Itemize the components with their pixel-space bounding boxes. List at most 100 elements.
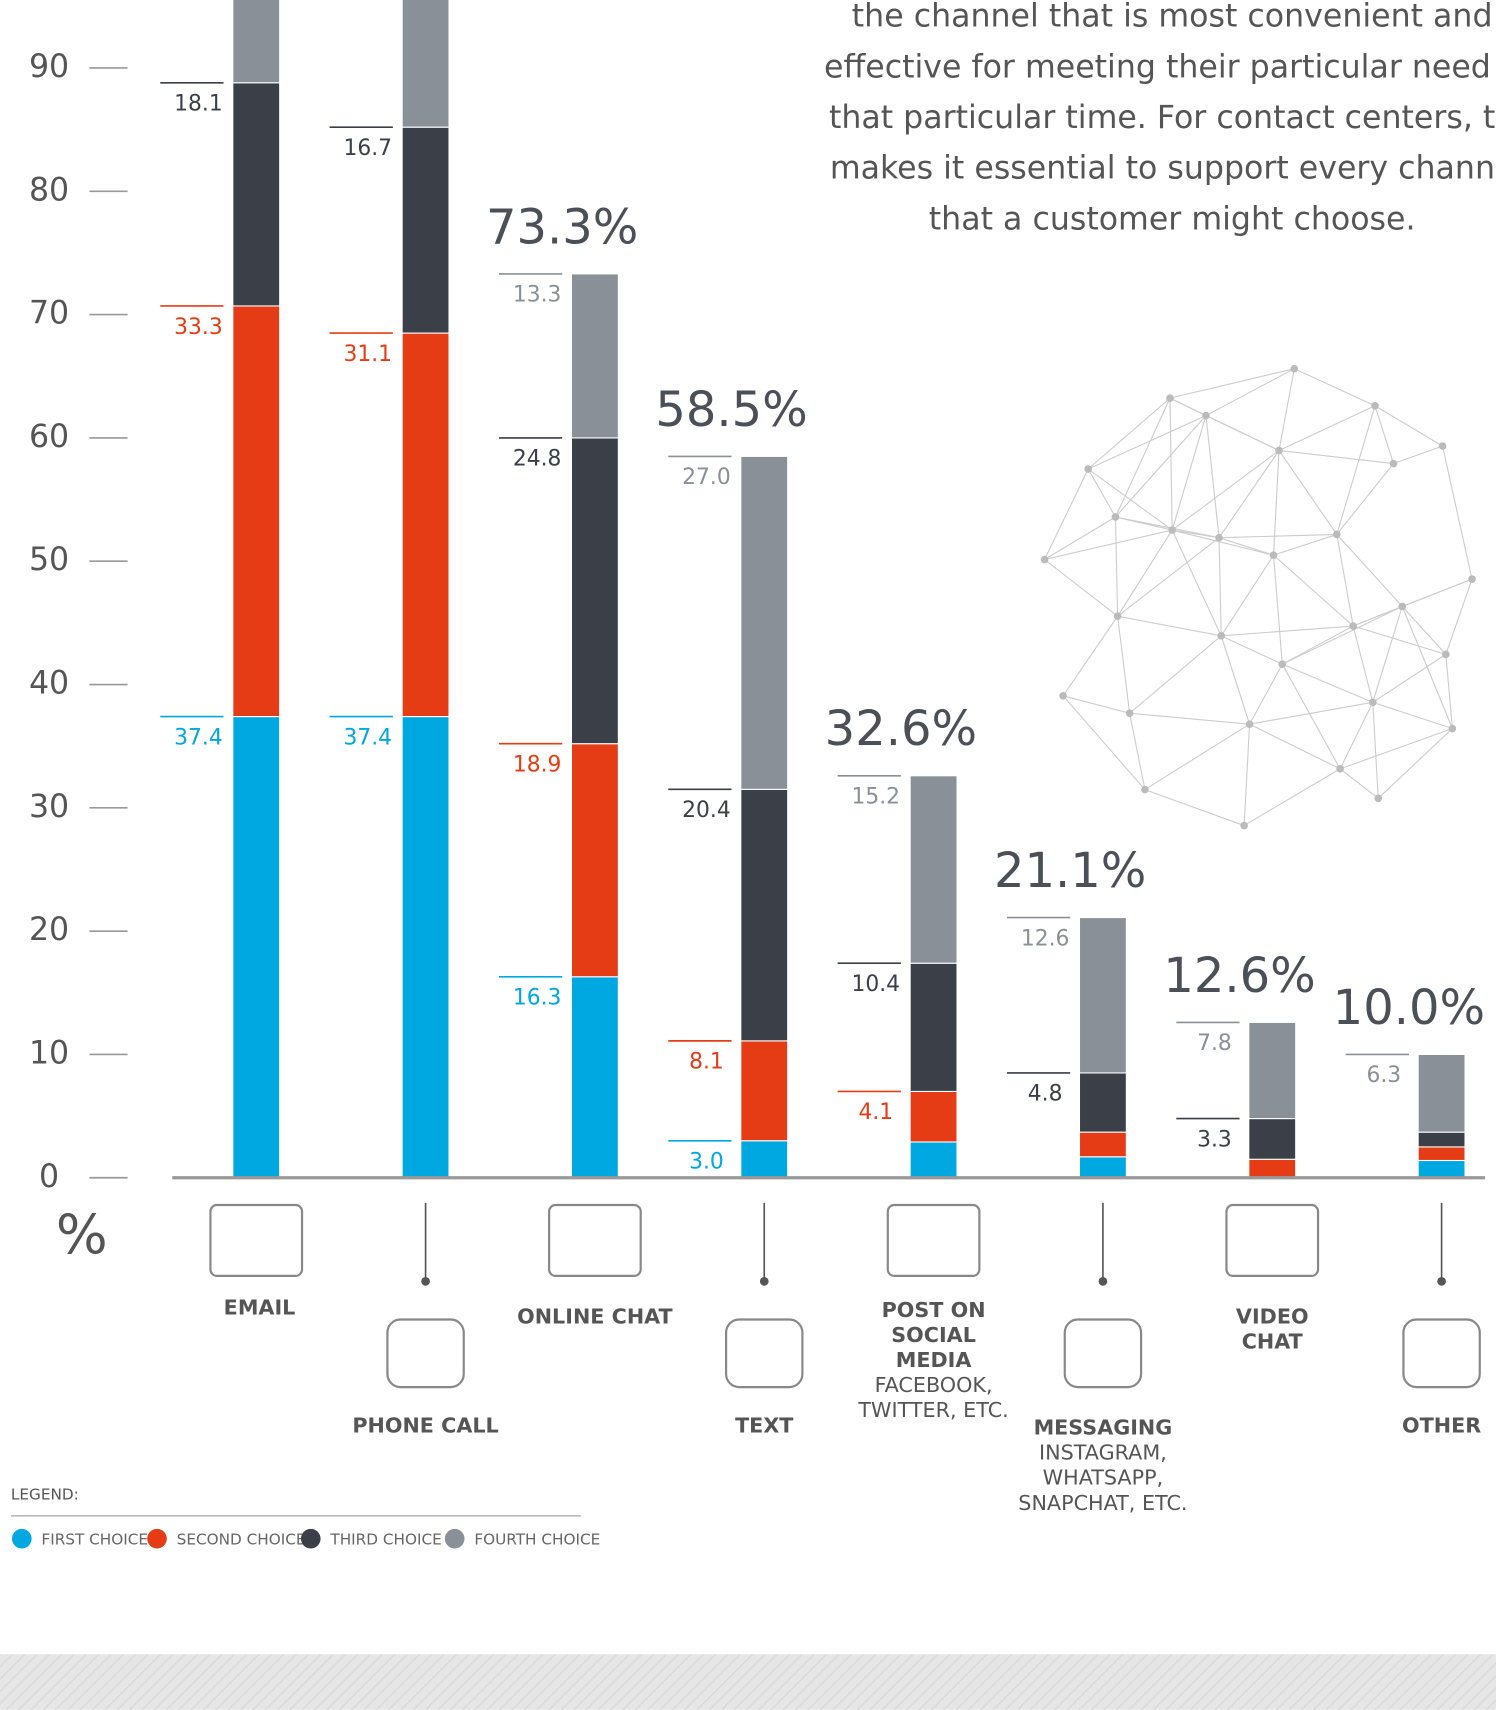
icon-dot (421, 1276, 430, 1286)
network-node (1448, 724, 1457, 733)
network-edge (1129, 713, 1146, 790)
network-edge (1062, 615, 1119, 697)
network-node (1278, 660, 1287, 668)
network-node (1398, 602, 1407, 611)
network-edge (1221, 625, 1354, 637)
y-tick-label: 50 (29, 542, 69, 578)
category-sublabel: WHATSAPP, (1043, 1466, 1163, 1490)
network-node (1389, 459, 1398, 468)
network-node (1215, 533, 1223, 542)
y-tick-label: 90 (29, 49, 69, 85)
network-edge (1278, 405, 1376, 451)
network-edge (1087, 415, 1207, 470)
bar-segment (232, 0, 281, 84)
bar-segment (570, 437, 619, 745)
network-edge (1205, 368, 1295, 417)
bar-segment (570, 976, 619, 1179)
network-edge (1278, 449, 1394, 465)
network-node (1125, 709, 1134, 718)
network-edge (1087, 468, 1173, 531)
network-node (1059, 691, 1067, 700)
network-node (1084, 465, 1093, 473)
network-edge (1372, 701, 1453, 730)
network-node (1290, 364, 1299, 373)
network-node (1275, 446, 1283, 455)
network-edge (1339, 702, 1374, 770)
network-edge (1273, 450, 1280, 556)
network-edge (1374, 405, 1395, 464)
value-label: 18.1 (174, 92, 223, 117)
value-label: 16.7 (344, 136, 393, 161)
legend-label: FIRST CHOICE (41, 1530, 148, 1548)
network-edge (1117, 529, 1173, 617)
value-label: 12.6 (1021, 926, 1070, 951)
value-label: 31.1 (344, 342, 393, 367)
total-label: 32.6% (825, 701, 977, 757)
network-edge (1339, 768, 1379, 799)
y-tick-label: 10 (29, 1035, 69, 1071)
bar-segment (909, 1090, 958, 1143)
network-edge (1172, 529, 1274, 556)
y-tick-label: 80 (29, 172, 69, 208)
legend-swatch (147, 1528, 167, 1549)
category-label: MEDIA (896, 1348, 972, 1372)
network-edge (1171, 529, 1222, 637)
bar-segment (1248, 1158, 1297, 1179)
network-edge (1273, 554, 1354, 627)
network-edge (1401, 606, 1447, 655)
network-edge (1374, 405, 1443, 447)
network-node (1269, 551, 1278, 559)
network-edge (1220, 635, 1251, 725)
network-edge (1220, 635, 1283, 665)
network-edge (1278, 368, 1295, 451)
value-label: 24.8 (513, 447, 562, 472)
value-label: 3.3 (1197, 1127, 1232, 1152)
category-sublabel: FACEBOOK, (875, 1373, 993, 1397)
network-edge (1336, 405, 1376, 535)
category-sublabel: SNAPCHAT, ETC. (1018, 1491, 1187, 1515)
network-edge (1336, 463, 1394, 535)
network-edge (1372, 606, 1403, 703)
network-edge (1062, 695, 1130, 714)
bar-segment (740, 1140, 789, 1179)
body-text: that a customer might choose. (929, 201, 1416, 237)
body-text: the channel that is most convenient and (852, 0, 1493, 35)
network-edge (1377, 728, 1453, 799)
network-edge (1249, 701, 1373, 725)
network-edge (1172, 529, 1220, 539)
network-node (1040, 555, 1049, 564)
network-node (1166, 394, 1174, 402)
network-edge (1339, 728, 1453, 770)
network-edge (1281, 663, 1341, 770)
total-label: 58.5% (655, 382, 807, 438)
network-edge (1273, 555, 1283, 665)
network-edge (1372, 702, 1379, 799)
total-label: 12.6% (1163, 948, 1315, 1004)
icon (209, 1203, 304, 1277)
legend-label: SECOND CHOICE (177, 1530, 306, 1548)
value-label: 16.3 (513, 986, 562, 1011)
icon (1063, 1318, 1143, 1389)
bar-segment (570, 273, 619, 439)
network-edge (1117, 537, 1220, 617)
network-edge (1171, 415, 1207, 531)
network-edge (1218, 450, 1280, 539)
network-edge (1278, 450, 1338, 535)
body-text: effective for meeting their particular n… (824, 49, 1496, 85)
network-edge (1129, 635, 1222, 714)
value-label: 4.1 (858, 1100, 893, 1125)
value-label: 18.9 (513, 753, 562, 778)
network-edge (1044, 529, 1173, 561)
network-edge (1218, 537, 1222, 636)
bar-segment (909, 962, 958, 1092)
bar-segment (740, 788, 789, 1042)
category-label: ONLINE CHAT (517, 1304, 673, 1328)
network-edge (1044, 559, 1118, 617)
network-edge (1129, 712, 1250, 725)
bar-segment (1078, 1072, 1127, 1133)
network-edge (1372, 653, 1447, 703)
network-edge (1115, 415, 1207, 518)
icon-dot (1098, 1276, 1108, 1286)
network-edge (1114, 397, 1171, 518)
network-edge (1273, 533, 1337, 556)
